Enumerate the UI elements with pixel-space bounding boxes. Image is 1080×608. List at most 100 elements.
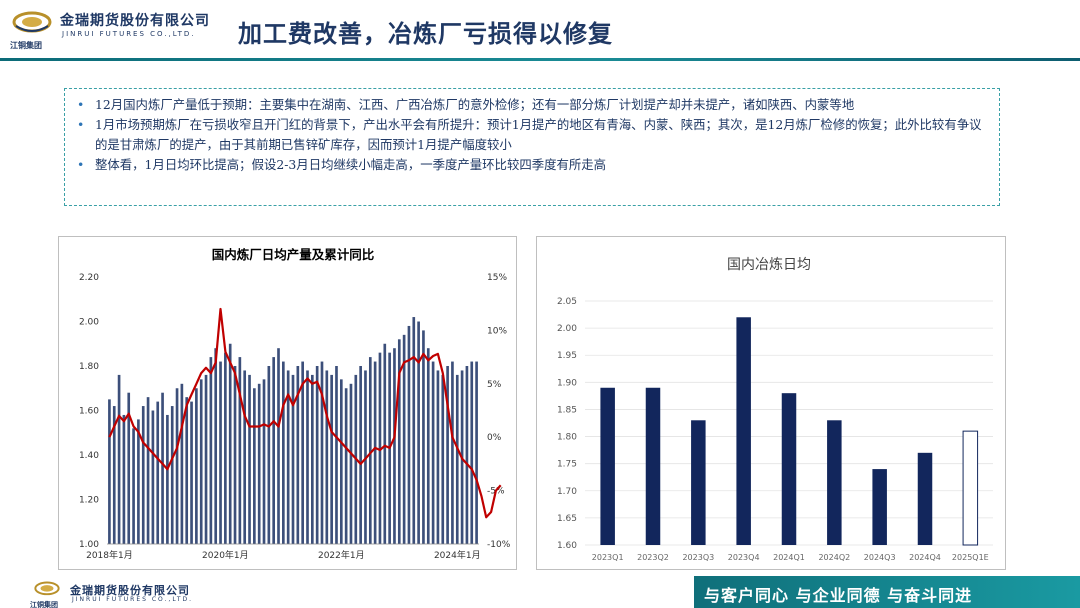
y-right-tick-label: 10% (487, 326, 507, 336)
daily-output-bar (446, 366, 449, 544)
x-tick-label: 2018年1月 (86, 549, 133, 561)
daily-output-bar (301, 361, 304, 544)
daily-output-bar (253, 388, 256, 544)
y-left-tick-label: 1.40 (79, 451, 99, 461)
y-right-tick-label: 15% (487, 273, 507, 283)
x-tick-label: 2024Q4 (909, 553, 941, 562)
bullet-dot-icon: • (77, 117, 85, 132)
footer-logo: 金瑞期货股份有限公司 JINRUI FUTURES CO.,LTD. 江铜集团 (30, 578, 220, 608)
x-tick-label: 2025Q1E (952, 553, 989, 562)
x-tick-label: 2023Q4 (728, 553, 760, 562)
daily-output-bar (180, 383, 184, 544)
header-divider (0, 58, 1080, 61)
quarter-bar (781, 393, 797, 545)
summary-box: • 12月国内炼厂产量低于预期：主要集中在湖南、江西、广西冶炼厂的意外检修；还有一… (64, 88, 1000, 206)
daily-output-bar (204, 374, 208, 544)
x-tick-label: 2022年1月 (318, 549, 365, 561)
daily-output-bar (209, 357, 213, 544)
x-tick-label: 2023Q2 (637, 553, 669, 562)
logo-group-name: 江铜集团 (10, 41, 42, 50)
yoy-cumulative-line (108, 307, 502, 519)
daily-output-bar (402, 334, 406, 544)
daily-output-bar (451, 361, 454, 544)
y-left-tick-label: 2.00 (79, 318, 99, 328)
daily-output-chart: 国内炼厂日均产量及累计同比 1.00 1.20 1.40 1.60 1.80 2.00 2.2… (79, 247, 511, 561)
daily-output-bar (368, 357, 372, 544)
daily-output-bar (344, 388, 348, 544)
y-left-tick-label: 1.20 (79, 496, 99, 506)
x-tick-label: 2024年1月 (434, 549, 481, 561)
daily-output-bar (137, 419, 140, 544)
daily-output-bar (325, 370, 329, 544)
daily-output-bar (320, 361, 324, 544)
chart-title: 国内炼厂日均产量及累计同比 (212, 247, 375, 262)
y-tick-label: 2.00 (557, 324, 577, 334)
summary-bullet: • 12月国内炼厂产量低于预期：主要集中在湖南、江西、广西冶炼厂的意外检修；还有一… (77, 95, 989, 115)
y-tick-label: 1.90 (557, 378, 577, 388)
daily-output-bar (233, 366, 237, 544)
daily-output-bar (417, 321, 420, 544)
daily-output-bar (175, 388, 179, 544)
y-tick-label: 1.60 (557, 541, 577, 551)
slogan-bar: 与客户同心 与企业同德 与奋斗同进 (694, 576, 1080, 608)
daily-output-bar (475, 361, 478, 544)
logo-swirl-icon (34, 581, 60, 596)
y-left-tick-label: 1.00 (79, 540, 99, 550)
daily-output-bar (339, 379, 343, 544)
daily-output-bar (441, 374, 445, 544)
daily-output-bar (127, 392, 131, 544)
page-title: 加工费改善，冶炼厂亏损得以修复 (238, 20, 613, 48)
quarter-bar (736, 317, 751, 545)
daily-output-bar (412, 317, 416, 544)
daily-output-bar (422, 330, 425, 544)
quarter-bar (600, 387, 615, 545)
daily-output-bar (190, 401, 193, 544)
x-tick-label: 2023Q3 (682, 553, 714, 562)
daily-output-bar (141, 406, 145, 544)
bullet-text: 整体看，1月日均环比提高；假设2-3月日均继续小幅走高，一季度产量环比较四季度有… (95, 157, 607, 172)
x-tick-label: 2024Q1 (773, 553, 805, 562)
daily-output-bar (393, 348, 396, 544)
slogan-text: 与客户同心 与企业同德 与奋斗同进 (704, 586, 973, 605)
y-tick-label: 2.05 (557, 297, 577, 307)
bullet-text: 1月市场预期炼厂在亏损收窄且开门红的背景下，产出水平会有所提升：预计1月提产的地… (95, 117, 982, 152)
daily-output-bar (195, 388, 198, 544)
logo-company-english: JINRUI FUTURES CO.,LTD. (62, 30, 196, 38)
daily-output-bar (243, 370, 247, 544)
daily-output-bar (407, 325, 411, 544)
chart-title: 国内冶炼日均 (727, 257, 811, 273)
quarter-bar (872, 469, 887, 545)
daily-output-bar (282, 361, 285, 544)
y-right-tick-label: 5% (487, 380, 502, 390)
daily-output-bar (296, 366, 300, 544)
daily-output-bar (306, 370, 309, 544)
daily-output-bar (219, 361, 222, 544)
x-tick-label: 2023Q1 (592, 553, 624, 562)
y-left-tick-label: 2.20 (79, 273, 99, 283)
daily-output-bar (108, 399, 111, 544)
quarter-bar (691, 420, 706, 545)
header: 金瑞期货股份有限公司 JINRUI FUTURES CO.,LTD. 江铜集团 … (0, 0, 1080, 62)
y-tick-label: 1.80 (557, 433, 577, 443)
y-left-tick-label: 1.60 (79, 407, 99, 417)
daily-output-bar (436, 370, 440, 544)
daily-output-bar (238, 357, 242, 544)
daily-output-bar (166, 414, 169, 544)
daily-output-bar (349, 383, 353, 544)
daily-output-bar (330, 374, 333, 544)
daily-output-bar (470, 361, 474, 544)
daily-output-bar (248, 374, 251, 544)
logo-company-name: 金瑞期货股份有限公司 (60, 13, 210, 29)
smelter-daily-chart: 国内冶炼日均 1.60 1.65 1.70 1.75 1.80 1.85 1.90 1.95 2.… (557, 257, 993, 562)
bullet-text: 12月国内炼厂产量低于预期：主要集中在湖南、江西、广西冶炼厂的意外检修；还有一部… (95, 97, 855, 112)
daily-output-bar (426, 348, 430, 544)
daily-output-bar (170, 406, 174, 544)
y-tick-label: 1.75 (557, 460, 577, 470)
daily-output-bar (151, 410, 155, 544)
daily-output-bar (291, 374, 295, 544)
footer-company-name: 金瑞期货股份有限公司 (70, 584, 190, 597)
company-logo: 金瑞期货股份有限公司 JINRUI FUTURES CO.,LTD. 江铜集团 (10, 6, 210, 52)
y-tick-label: 1.65 (557, 514, 577, 524)
daily-output-bar (431, 361, 435, 544)
daily-output-bar (383, 343, 387, 544)
